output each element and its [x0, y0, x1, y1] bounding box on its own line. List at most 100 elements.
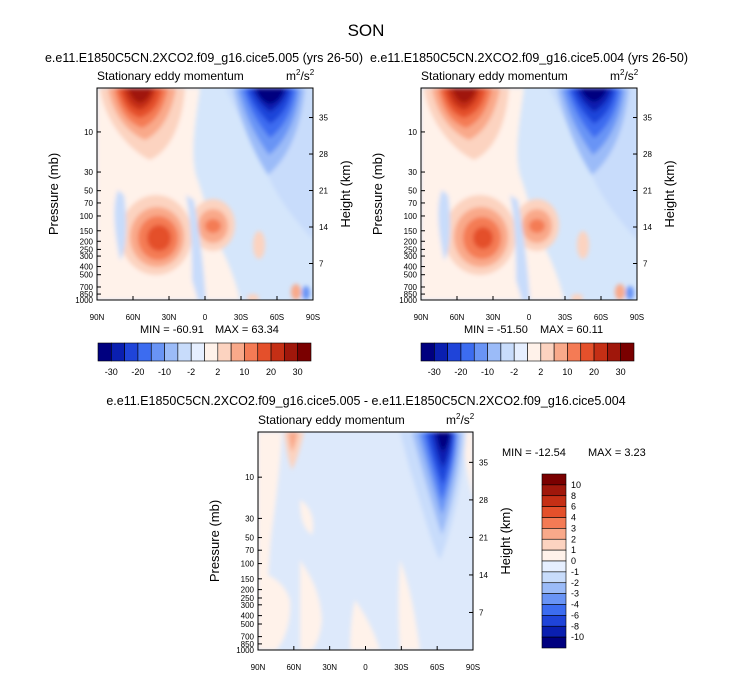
pressure-tick-label: 150 [404, 227, 418, 236]
positive-region [300, 500, 314, 535]
lat-tick-label: 60S [594, 313, 608, 322]
units-sep: /s [460, 413, 469, 427]
negative-region [114, 190, 127, 260]
positive-region [253, 231, 265, 259]
pressure-tick-label: 700 [241, 633, 255, 642]
min-label-top-left: MIN = -60.91 [140, 324, 204, 336]
colorbar-label: -20 [131, 367, 144, 377]
colorbar-swatch [541, 604, 567, 616]
colorbar-swatch [230, 342, 245, 362]
lat-axis-top-right: 90N 60N 30N 0 30S 60S 90S [414, 296, 644, 322]
pressure-tick-label: 10 [408, 128, 417, 137]
ylabel-top-right: Pressure (mb) [370, 153, 385, 235]
height-tick-label: 14 [643, 223, 652, 232]
plot-title-bottom: Stationary eddy momentum [258, 413, 405, 427]
lat-tick-label: 90S [466, 663, 480, 672]
height-tick-label: 7 [643, 260, 648, 269]
lat-axis-bottom: 90N 60N 30N 0 30S 60S 90S [251, 646, 480, 672]
colorbar-swatch [244, 342, 259, 362]
units-label-top-left: m2/s2 [286, 68, 315, 83]
colorbar-label: 8 [571, 491, 576, 501]
pressure-tick-label: 250 [80, 245, 94, 254]
negative-region [186, 195, 206, 300]
pressure-tick-label: 850 [80, 290, 94, 299]
height-tick-label: 21 [643, 187, 652, 196]
colorbar-swatch [257, 342, 272, 362]
units-exp2: 2 [310, 68, 315, 77]
pressure-tick-label: 100 [404, 212, 418, 221]
units-sep: /s [624, 69, 633, 83]
positive-region [571, 294, 583, 300]
pressure-tick-label: 30 [408, 168, 417, 177]
lat-tick-label: 0 [363, 663, 368, 672]
lat-tick-label: 60N [450, 313, 465, 322]
colorbar-label: 0 [571, 556, 576, 566]
colorbar-label: -3 [571, 589, 579, 599]
pressure-tick-label: 70 [408, 199, 417, 208]
pressure-tick-label: 10 [84, 128, 93, 137]
colorbar-swatch [190, 342, 205, 362]
pressure-tick-label: 50 [408, 187, 417, 196]
height-axis-bottom: 35 28 21 14 7 [469, 458, 488, 617]
contour-field-top-left [97, 88, 313, 300]
colorbar-label: -2 [571, 578, 579, 588]
units-label-bottom: m2/s2 [446, 412, 475, 427]
pressure-tick-label: 400 [80, 263, 94, 272]
colorbar-swatch [97, 342, 112, 362]
colorbar-swatch [541, 636, 567, 649]
y2label-bottom: Height (km) [498, 507, 513, 574]
lat-tick-label: 30N [322, 663, 337, 672]
negative-region [256, 88, 284, 104]
colorbar-label: 30 [616, 367, 626, 377]
colorbar-swatch [164, 342, 179, 362]
height-tick-label: 35 [319, 114, 328, 123]
units-base: m [446, 413, 456, 427]
height-tick-label: 35 [479, 458, 488, 467]
pressure-tick-label: 50 [84, 187, 93, 196]
colorbar-swatch [177, 342, 192, 362]
colorbar-swatch [541, 528, 567, 540]
colorbar-swatch [593, 342, 608, 362]
colorbar-swatch [553, 342, 568, 362]
units-label-top-right: m2/s2 [610, 68, 639, 83]
colorbar-label: 30 [293, 367, 303, 377]
colorbar-swatch [607, 342, 621, 362]
pressure-tick-label: 200 [80, 237, 94, 246]
pressure-tick-label: 850 [404, 290, 418, 299]
colorbar-label: 10 [239, 367, 249, 377]
pressure-tick-label: 300 [241, 601, 255, 610]
pressure-tick-label: 1000 [75, 296, 93, 305]
colorbar-label: -8 [571, 621, 579, 631]
height-axis-top-left: 35 28 21 14 7 [309, 114, 328, 269]
positive-region [147, 225, 171, 251]
pressure-tick-label: 1000 [399, 296, 417, 305]
colorbar-swatch [541, 615, 567, 627]
pressure-tick-label: 850 [241, 640, 255, 649]
height-tick-label: 7 [479, 608, 484, 617]
pressure-tick-label: 70 [245, 546, 254, 555]
height-tick-label: 35 [643, 114, 652, 123]
pressure-tick-label: 250 [241, 594, 255, 603]
lat-tick-label: 0 [203, 313, 208, 322]
positive-region [615, 284, 625, 300]
negative-region [626, 286, 634, 300]
colorbar-label: 2 [571, 534, 576, 544]
pressure-tick-label: 150 [80, 227, 94, 236]
colorbar-label: 1 [571, 545, 576, 555]
colorbar-swatch [204, 342, 219, 362]
colorbar-label: -30 [428, 367, 441, 377]
pressure-tick-label: 1000 [236, 646, 254, 655]
ylabel-top-left: Pressure (mb) [46, 153, 61, 235]
positive-region [398, 560, 420, 650]
panel-top-right: e.e11.E1850C5CN.2XCO2.f09_g16.cice5.004 … [370, 51, 688, 377]
colorbar-top-right: -30 -20 -10 -2 2 10 20 30 [420, 342, 635, 377]
lat-tick-label: 60N [126, 313, 141, 322]
colorbar-label: 2 [538, 367, 543, 377]
height-tick-label: 14 [319, 223, 328, 232]
pressure-tick-label: 400 [241, 612, 255, 621]
panel-bottom-difference: e.e11.E1850C5CN.2XCO2.f09_g16.cice5.005 … [106, 394, 645, 672]
colorbar-label: 4 [571, 513, 576, 523]
colorbar-label: -2 [187, 367, 195, 377]
pressure-tick-label: 250 [404, 245, 418, 254]
